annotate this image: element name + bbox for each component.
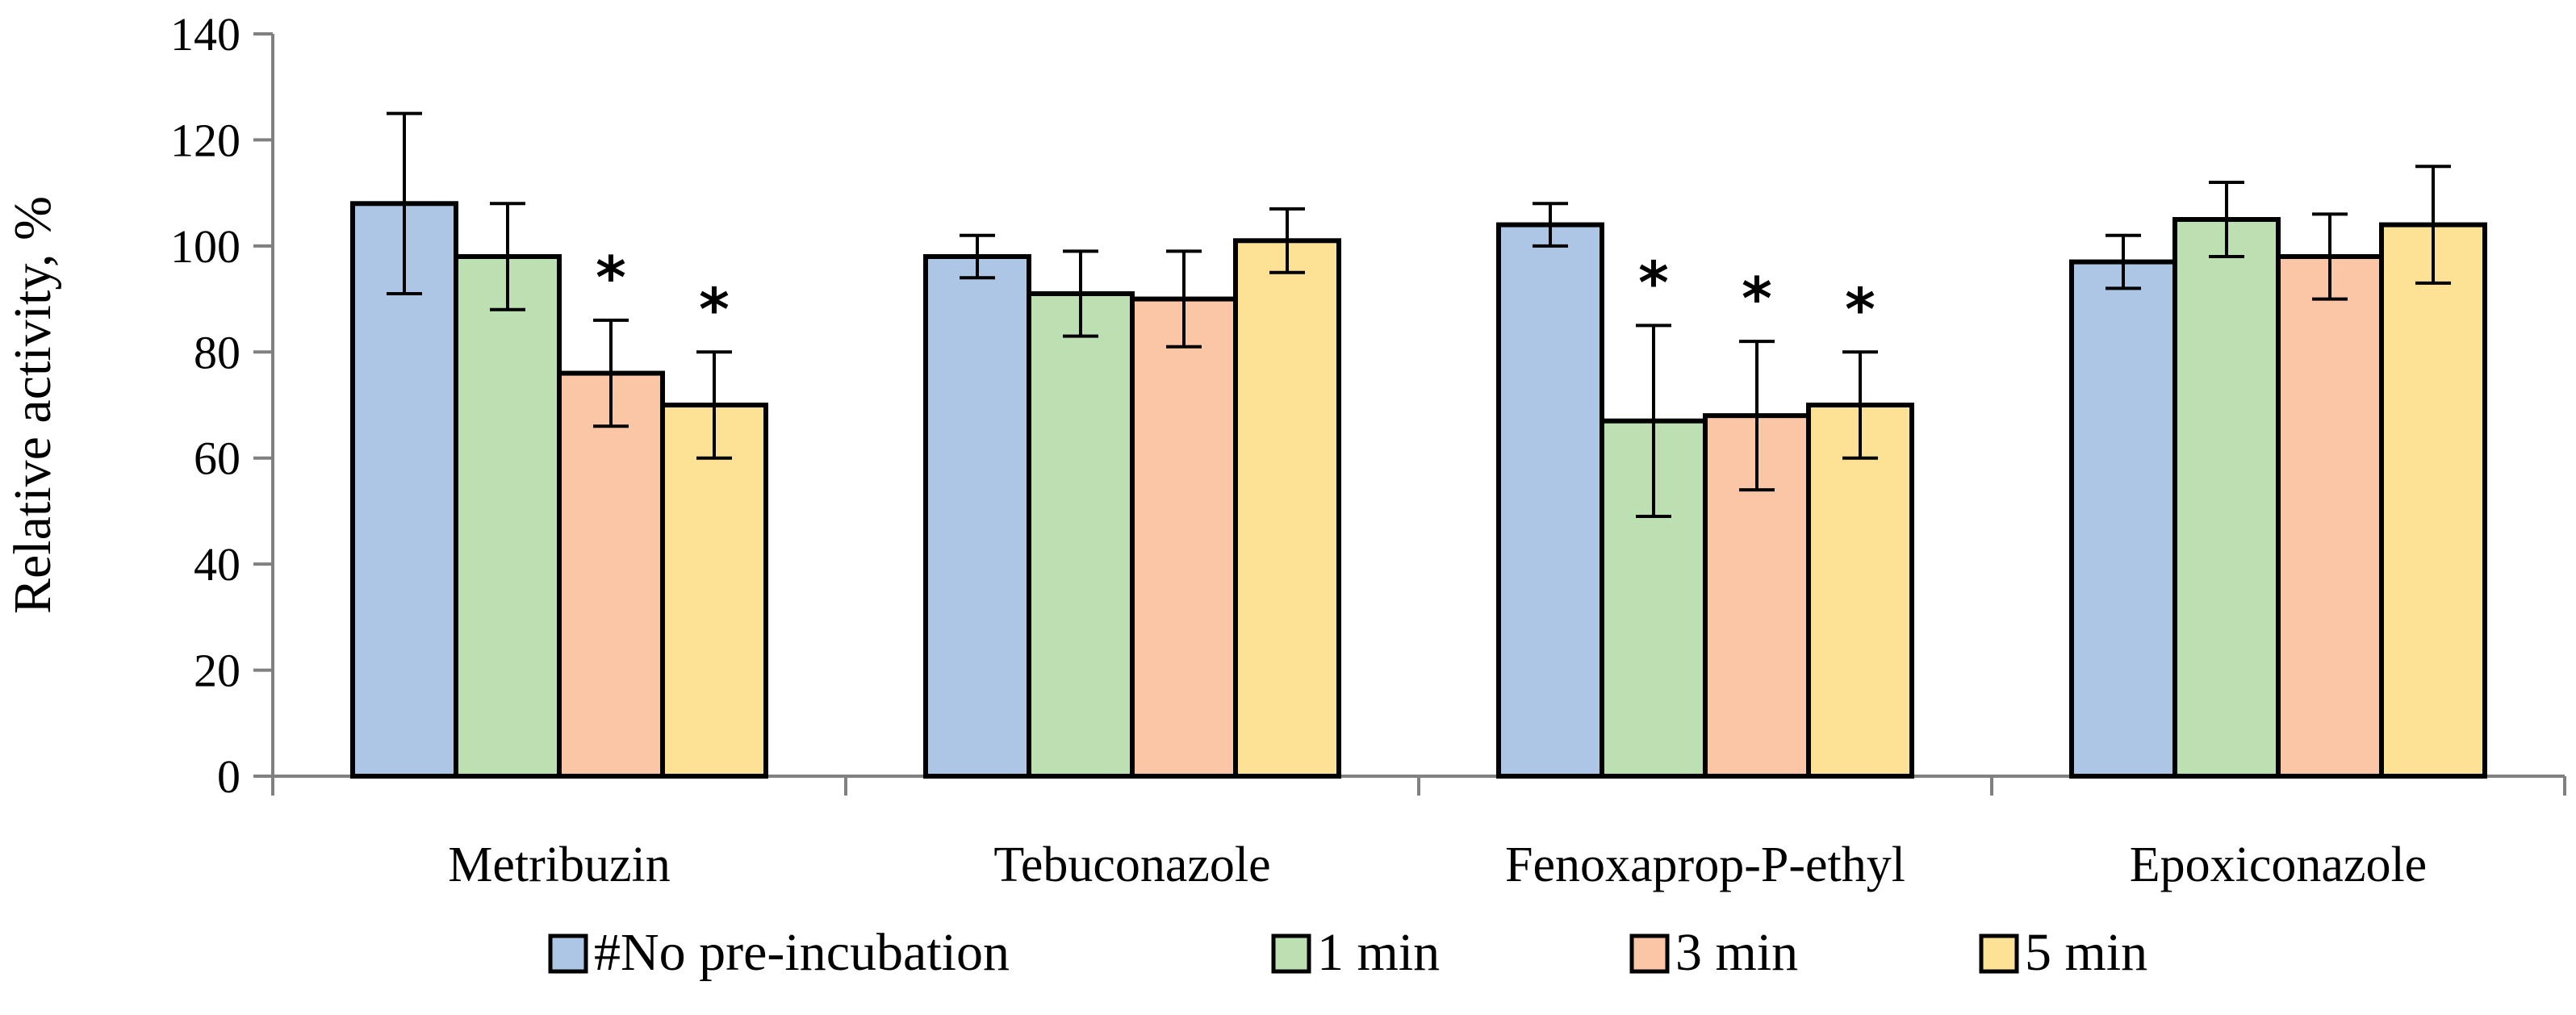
- legend-label: 1 min: [1317, 923, 1440, 982]
- bars-group: [350, 201, 2487, 779]
- legend-swatch: [548, 934, 588, 974]
- significance-marker: *: [1742, 265, 1772, 332]
- category-labels-group: Metribuzin Tebuconazole Fenoxaprop-P-ethyl…: [448, 837, 2427, 892]
- legend-swatch: [1271, 934, 1311, 974]
- significance-marker: *: [1845, 275, 1876, 343]
- bar: [2172, 217, 2281, 779]
- bar: [660, 403, 768, 779]
- bar: [923, 254, 1031, 779]
- legend-swatch: [1629, 934, 1670, 974]
- legend-label: 3 min: [1675, 923, 1798, 982]
- legend-label: #No pre-incubation: [594, 923, 1010, 982]
- bar: [1130, 296, 1238, 779]
- y-tick-label: 20: [194, 645, 240, 697]
- y-axis-title-group: Relative activity, %: [3, 196, 62, 614]
- bar: [1027, 291, 1135, 779]
- x-axis: [271, 775, 2566, 796]
- legend-label: 5 min: [2025, 923, 2147, 982]
- y-axis: 0 20 40 60 80 100 120 140: [170, 8, 274, 803]
- category-label: Epoxiconazole: [2130, 837, 2427, 892]
- bar: [350, 201, 458, 779]
- y-tick-label: 100: [170, 220, 240, 273]
- category-label: Tebuconazole: [993, 837, 1270, 892]
- bar: [1233, 238, 1341, 779]
- legend-swatch: [1979, 934, 2019, 974]
- error-bars-group: [387, 111, 2451, 518]
- significance-marker: *: [699, 275, 730, 343]
- y-tick-label: 120: [170, 114, 240, 166]
- y-tick-label: 60: [194, 432, 240, 485]
- significance-marker: *: [1638, 249, 1669, 316]
- bar: [557, 370, 665, 779]
- bar: [2069, 259, 2177, 779]
- bar: [2276, 254, 2384, 779]
- category-label: Metribuzin: [448, 837, 671, 892]
- bar: [1496, 222, 1604, 779]
- significance-markers-group: * * * * *: [596, 244, 1876, 343]
- y-tick-label: 80: [194, 326, 240, 378]
- legend: #No pre-incubation 1 min 3 min 5 min: [548, 923, 2147, 982]
- y-axis-title: Relative activity, %: [3, 196, 62, 614]
- y-tick-label: 40: [194, 538, 240, 591]
- bar: [454, 254, 562, 779]
- significance-marker: *: [596, 244, 626, 311]
- y-tick-label: 140: [170, 8, 240, 61]
- bar: [2379, 222, 2487, 779]
- bar: [1806, 403, 1914, 779]
- category-label: Fenoxaprop-P-ethyl: [1505, 837, 1905, 892]
- y-tick-label: 0: [217, 750, 240, 803]
